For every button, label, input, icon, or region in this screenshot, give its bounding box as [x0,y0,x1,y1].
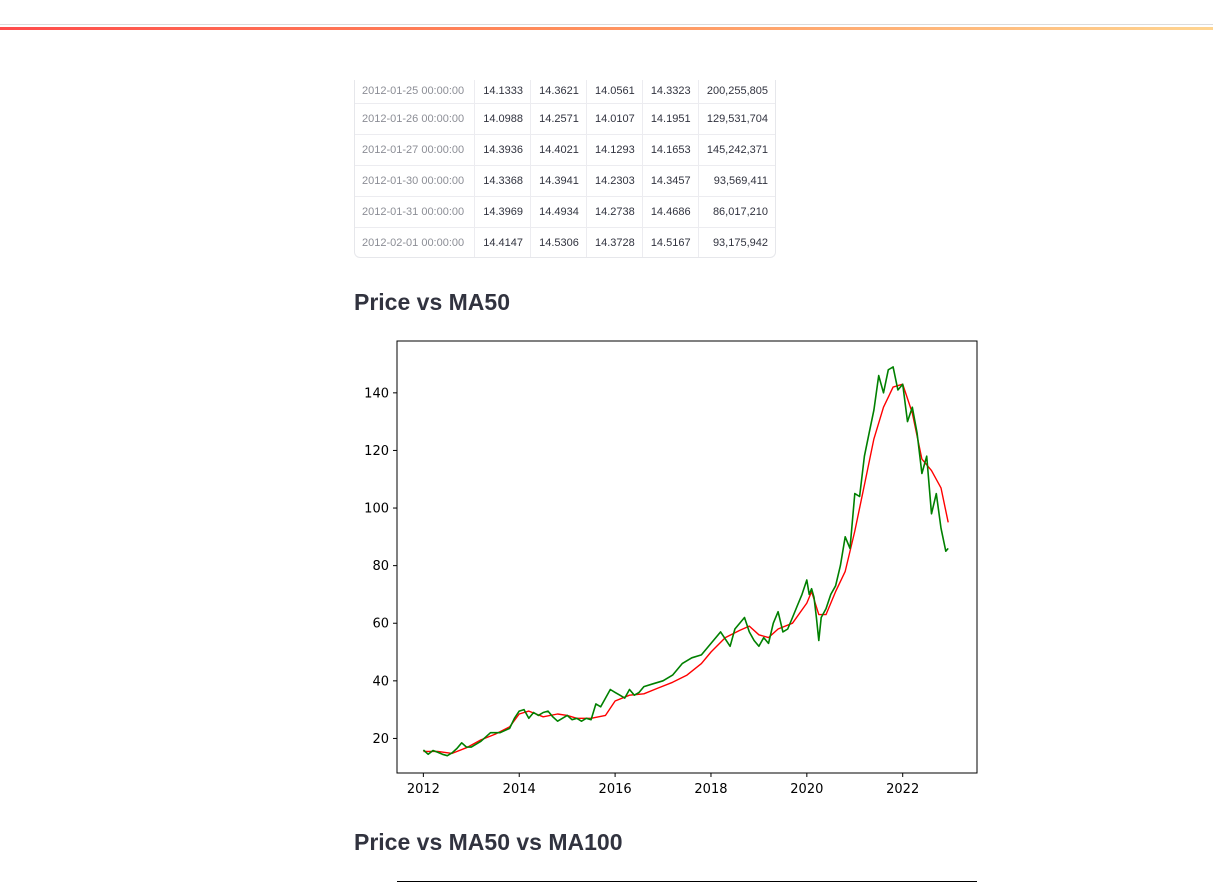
cell-close[interactable]: 14.5167 [642,227,699,257]
cell-open[interactable]: 14.1333 [474,80,531,104]
cell-high[interactable]: 14.3621 [530,80,587,104]
cell-date[interactable]: 2012-01-30 00:00:00 [355,165,476,197]
y-tick-label: 40 [372,674,389,689]
cell-volume[interactable]: 93,569,411 [698,165,775,197]
x-tick-label: 2022 [886,782,919,797]
chart-price-vs-ma50: 2012 2014 2016 2018 2020 2022 20 40 60 80 100 120 14… [364,340,978,797]
table-row[interactable]: 2012-01-31 00:00:00 14.3969 14.4934 14.2738… [355,196,775,228]
cell-low[interactable]: 14.0107 [586,103,643,135]
x-tick-label: 2016 [599,782,632,797]
cell-open[interactable]: 14.4147 [474,227,531,257]
cell-volume[interactable]: 200,255,805 [698,80,775,104]
cell-low[interactable]: 14.1293 [586,134,643,166]
table-row[interactable]: 2012-01-27 00:00:00 14.3936 14.4021 14.1293… [355,134,775,166]
cell-open[interactable]: 14.3368 [474,165,531,197]
cell-high[interactable]: 14.4934 [530,196,587,228]
x-tick-label: 2014 [503,782,536,797]
section-title-price-vs-ma50-vs-ma100: Price vs MA50 vs MA100 [354,829,623,855]
cell-low[interactable]: 14.0561 [586,80,643,104]
cell-open[interactable]: 14.3969 [474,196,531,228]
section-title-price-vs-ma50: Price vs MA50 [354,289,510,315]
series-line-1 [422,366,949,757]
cell-volume[interactable]: 93,175,942 [698,227,775,257]
cell-high[interactable]: 14.2571 [530,103,587,135]
chart-price-vs-ma50-vs-ma100-frame [397,881,977,892]
cell-volume[interactable]: 145,242,371 [698,134,775,166]
x-tick-label: 2012 [407,782,440,797]
cell-date[interactable]: 2012-02-01 00:00:00 [355,227,476,257]
cell-open[interactable]: 14.0988 [474,103,531,135]
cell-low[interactable]: 14.2303 [586,165,643,197]
series-line-0 [423,383,949,755]
y-tick-label: 80 [372,559,389,574]
cell-date[interactable]: 2012-01-27 00:00:00 [355,134,476,166]
table-body: 2012-01-25 00:00:00 14.1333 14.3621 14.0561… [355,80,775,257]
cell-volume[interactable]: 86,017,210 [698,196,775,228]
cell-high[interactable]: 14.4021 [530,134,587,166]
y-tick-label: 120 [364,444,389,459]
dataframe-table[interactable]: 2012-01-25 00:00:00 14.1333 14.3621 14.0561… [354,80,776,258]
cell-volume[interactable]: 129,531,704 [698,103,775,135]
browser-top-bar [0,0,1213,25]
cell-close[interactable]: 14.4686 [642,196,699,228]
cell-high[interactable]: 14.3941 [530,165,587,197]
y-tick-label: 20 [372,732,389,747]
cell-date[interactable]: 2012-01-31 00:00:00 [355,196,476,228]
cell-low[interactable]: 14.3728 [586,227,643,257]
table-row[interactable]: 2012-01-26 00:00:00 14.0988 14.2571 14.0107… [355,103,775,135]
plot-frame [396,340,978,774]
x-tick-label: 2018 [694,782,727,797]
cell-date[interactable]: 2012-01-25 00:00:00 [355,80,476,104]
cell-close[interactable]: 14.1951 [642,103,699,135]
cell-close[interactable]: 14.1653 [642,134,699,166]
cell-high[interactable]: 14.5306 [530,227,587,257]
app-decoration-bar [0,27,1213,30]
x-tick-label: 2020 [790,782,823,797]
cell-open[interactable]: 14.3936 [474,134,531,166]
table-row[interactable]: 2012-01-25 00:00:00 14.1333 14.3621 14.0561… [355,80,775,104]
y-tick-label: 140 [364,386,389,401]
table-row[interactable]: 2012-01-30 00:00:00 14.3368 14.3941 14.2303… [355,165,775,197]
cell-close[interactable]: 14.3323 [642,80,699,104]
cell-low[interactable]: 14.2738 [586,196,643,228]
y-tick-label: 100 [364,502,389,517]
table-row[interactable]: 2012-02-01 00:00:00 14.4147 14.5306 14.3728… [355,227,775,257]
cell-close[interactable]: 14.3457 [642,165,699,197]
cell-date[interactable]: 2012-01-26 00:00:00 [355,103,476,135]
y-tick-label: 60 [372,617,389,632]
